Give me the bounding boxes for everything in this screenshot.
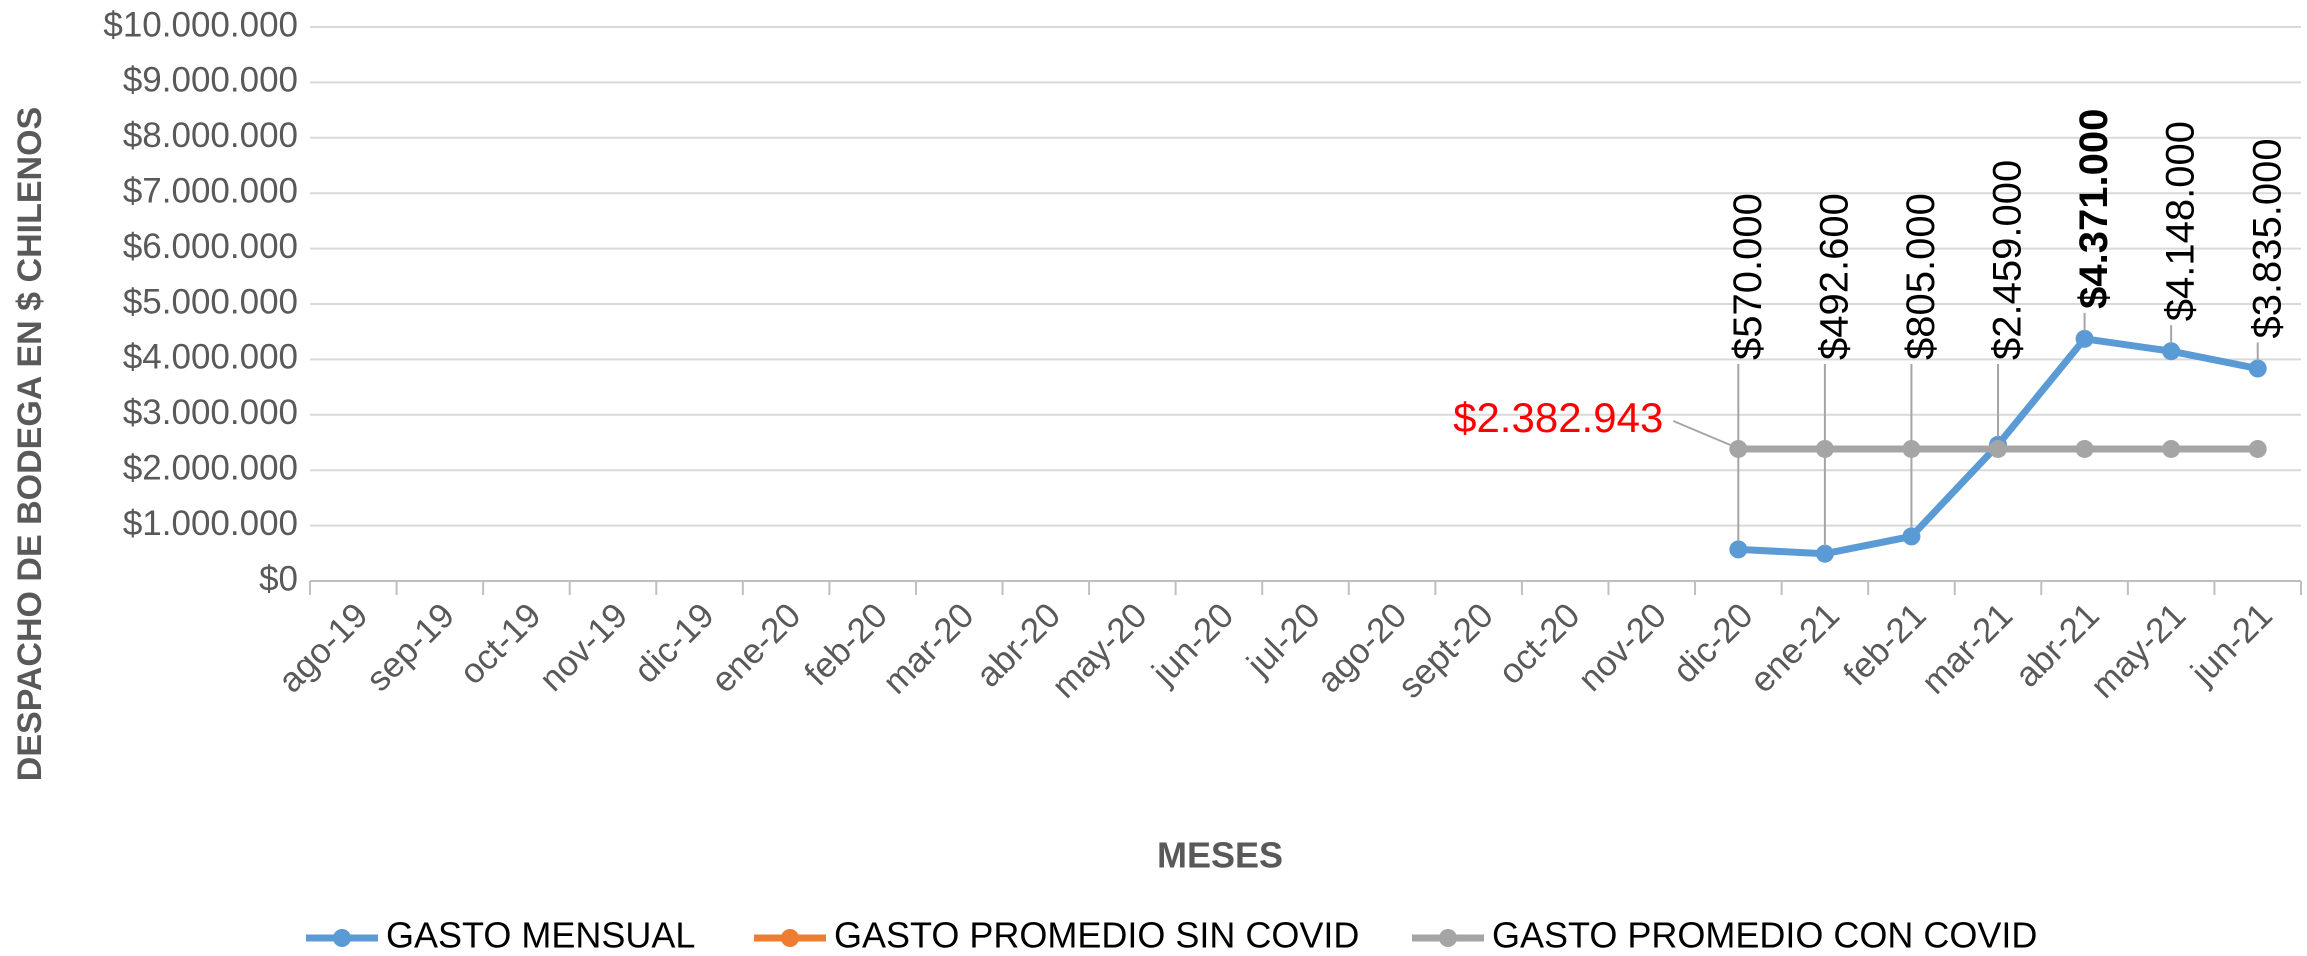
x-tick-label: sep-19 — [359, 596, 462, 699]
y-tick-label: $7.000.000 — [123, 171, 298, 210]
y-tick-label: $1.000.000 — [123, 504, 298, 543]
x-tick-label: nov-19 — [532, 596, 635, 699]
value-label: $4.371.000 — [2072, 109, 2116, 309]
y-tick-label: $8.000.000 — [123, 116, 298, 155]
series-point — [1989, 439, 2008, 458]
x-tick-label: oct-20 — [1491, 596, 1587, 692]
legend-label: GASTO PROMEDIO SIN COVID — [834, 915, 1359, 956]
x-tick-label: mar-20 — [875, 596, 981, 702]
value-label: $2.459.000 — [1986, 160, 2030, 360]
x-tick-label: ene-21 — [1742, 596, 1847, 701]
series-point — [1902, 439, 1921, 458]
series-point — [2162, 439, 2181, 458]
value-label: $570.000 — [1726, 193, 1770, 360]
y-tick-label: $4.000.000 — [123, 338, 298, 377]
y-tick-label: $6.000.000 — [123, 227, 298, 266]
x-tick-label: jun-20 — [1144, 596, 1241, 693]
leader-line — [1672, 420, 1731, 446]
y-tick-label: $10.000.000 — [103, 5, 298, 44]
x-axis-label: MESES — [1157, 835, 1283, 876]
x-tick-label: may-21 — [2083, 596, 2193, 706]
value-label: $3.835.000 — [2245, 138, 2289, 338]
legend-marker — [781, 929, 799, 947]
value-label: $492.600 — [1812, 193, 1856, 360]
series-point — [1729, 540, 1748, 559]
x-tick-label: ago-19 — [271, 596, 376, 701]
series-point — [2248, 439, 2267, 458]
x-tick-label: nov-20 — [1571, 596, 1674, 699]
series-point — [1815, 544, 1834, 563]
series-point — [1729, 439, 1748, 458]
series-point — [1902, 527, 1921, 546]
y-tick-label: $2.000.000 — [123, 448, 298, 487]
y-tick-label: $5.000.000 — [123, 282, 298, 321]
x-tick-label: mar-21 — [1914, 596, 2020, 702]
x-tick-label: jun-21 — [2183, 596, 2280, 693]
x-tick-label: ene-20 — [704, 596, 809, 701]
value-label: $4.148.000 — [2159, 121, 2203, 321]
legend-marker — [333, 929, 351, 947]
series-point — [1815, 439, 1834, 458]
series-point — [2162, 342, 2181, 361]
x-tick-label: may-20 — [1044, 596, 1154, 706]
series-point — [2075, 439, 2094, 458]
legend-label: GASTO MENSUAL — [386, 915, 695, 956]
y-tick-label: $9.000.000 — [123, 61, 298, 100]
legend-label: GASTO PROMEDIO CON COVID — [1492, 915, 2037, 956]
y-axis-label: DESPACHO DE BODEGA EN $ CHILENOS — [11, 107, 49, 781]
legend-marker — [1439, 929, 1457, 947]
y-tick-label: $0 — [259, 559, 298, 598]
value-label: $805.000 — [1899, 193, 1943, 360]
series-point — [2075, 329, 2094, 348]
y-tick-label: $3.000.000 — [123, 393, 298, 432]
series-point — [2248, 359, 2267, 378]
value-label: $2.382.943 — [1453, 394, 1663, 441]
x-tick-label: sept-20 — [1391, 596, 1501, 706]
x-tick-label: oct-19 — [452, 596, 548, 692]
